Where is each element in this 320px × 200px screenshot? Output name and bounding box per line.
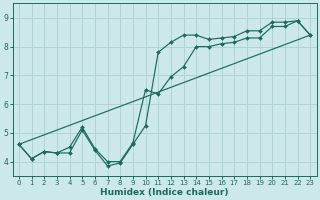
X-axis label: Humidex (Indice chaleur): Humidex (Indice chaleur) bbox=[100, 188, 229, 197]
